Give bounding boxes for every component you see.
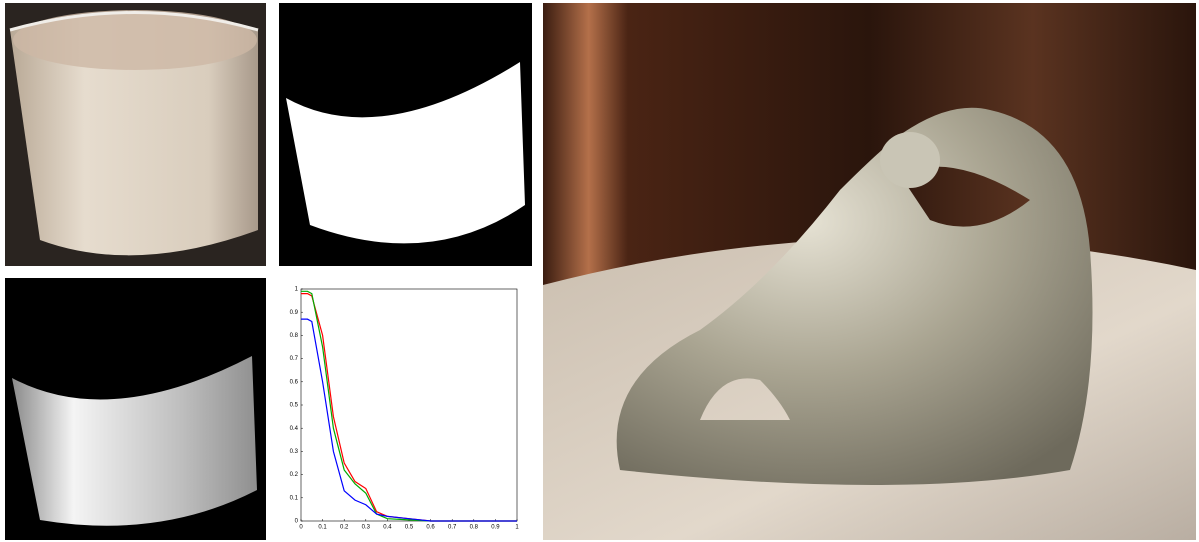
figure: 00.10.20.30.40.50.60.70.80.9100.10.20.30…: [0, 0, 1199, 542]
x-tick-label: 0.2: [340, 525, 349, 531]
y-tick-label: 0.5: [290, 403, 299, 409]
x-tick-label: 0.4: [383, 525, 392, 531]
photo-panel: [5, 3, 266, 266]
mask-panel: [279, 3, 532, 266]
x-tick-label: 0.6: [426, 525, 435, 531]
y-tick-label: 0.7: [290, 356, 299, 362]
x-tick-label: 0.3: [362, 525, 371, 531]
y-tick-label: 0.8: [290, 333, 299, 339]
y-tick-label: 0.6: [290, 379, 299, 385]
y-tick-label: 0.9: [290, 310, 299, 316]
x-tick-label: 0.9: [491, 525, 500, 531]
x-tick-label: 0.1: [318, 525, 327, 531]
shading-panel: [5, 278, 266, 540]
y-tick-label: 0.1: [290, 495, 299, 501]
y-tick-label: 0.4: [290, 426, 299, 432]
render-panel: [543, 3, 1196, 540]
x-tick-label: 0.8: [470, 525, 479, 531]
x-tick-label: 0.7: [448, 525, 457, 531]
x-tick-label: 0.5: [405, 525, 414, 531]
y-tick-label: 0.2: [290, 472, 299, 478]
y-tick-label: 0.3: [290, 449, 299, 455]
